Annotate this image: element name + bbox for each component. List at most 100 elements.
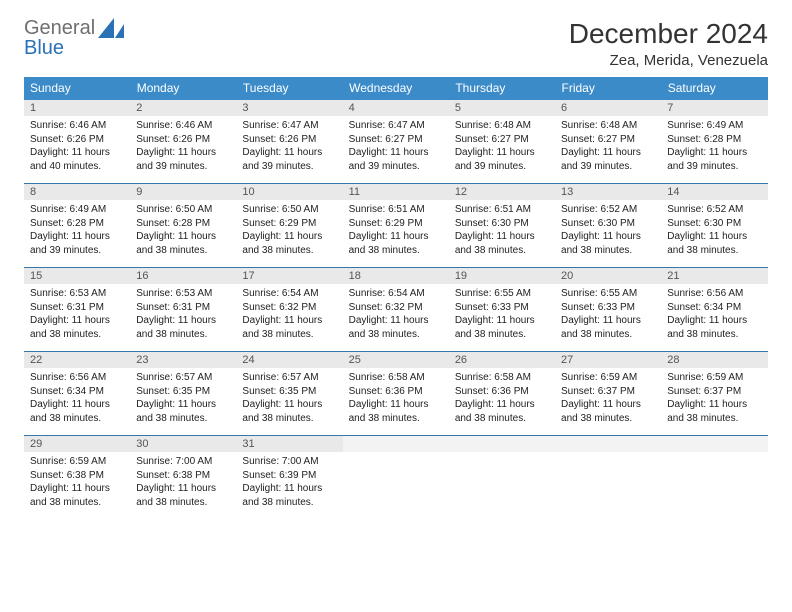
day-number: 30 (130, 435, 236, 452)
day-number: 19 (449, 267, 555, 284)
calendar-day-cell: . (449, 435, 555, 519)
daylight-text: Daylight: 11 hours (561, 230, 655, 244)
daylight-text: Daylight: 11 hours (242, 482, 336, 496)
calendar-day-cell: 10Sunrise: 6:50 AMSunset: 6:29 PMDayligh… (236, 183, 342, 267)
sunset-text: Sunset: 6:37 PM (561, 385, 655, 399)
sunset-text: Sunset: 6:29 PM (242, 217, 336, 231)
daylight-text: Daylight: 11 hours (136, 146, 230, 160)
calendar-week-row: 29Sunrise: 6:59 AMSunset: 6:38 PMDayligh… (24, 435, 768, 519)
sunrise-text: Sunrise: 6:59 AM (30, 455, 124, 469)
daylight-text: Daylight: 11 hours (561, 314, 655, 328)
day-number: 10 (236, 183, 342, 200)
calendar-day-cell: 7Sunrise: 6:49 AMSunset: 6:28 PMDaylight… (661, 99, 767, 183)
sunrise-text: Sunrise: 6:48 AM (561, 119, 655, 133)
day-info: Sunrise: 7:00 AMSunset: 6:39 PMDaylight:… (236, 452, 342, 513)
daylight-text: Daylight: 11 hours (667, 314, 761, 328)
sunset-text: Sunset: 6:38 PM (136, 469, 230, 483)
sunset-text: Sunset: 6:35 PM (242, 385, 336, 399)
daylight-text: and 39 minutes. (136, 160, 230, 174)
day-info: Sunrise: 6:52 AMSunset: 6:30 PMDaylight:… (555, 200, 661, 261)
sunset-text: Sunset: 6:33 PM (455, 301, 549, 315)
day-info: Sunrise: 6:47 AMSunset: 6:26 PMDaylight:… (236, 116, 342, 177)
sunrise-text: Sunrise: 6:50 AM (242, 203, 336, 217)
calendar-table: Sunday Monday Tuesday Wednesday Thursday… (24, 77, 768, 519)
day-info: Sunrise: 7:00 AMSunset: 6:38 PMDaylight:… (130, 452, 236, 513)
calendar-day-cell: 4Sunrise: 6:47 AMSunset: 6:27 PMDaylight… (343, 99, 449, 183)
day-info: Sunrise: 6:50 AMSunset: 6:28 PMDaylight:… (130, 200, 236, 261)
calendar-day-cell: . (555, 435, 661, 519)
calendar-day-cell: 31Sunrise: 7:00 AMSunset: 6:39 PMDayligh… (236, 435, 342, 519)
sunset-text: Sunset: 6:26 PM (30, 133, 124, 147)
sunset-text: Sunset: 6:31 PM (136, 301, 230, 315)
brand-line2: Blue (24, 38, 95, 58)
sunset-text: Sunset: 6:31 PM (30, 301, 124, 315)
sunrise-text: Sunrise: 6:50 AM (136, 203, 230, 217)
sunrise-text: Sunrise: 6:58 AM (455, 371, 549, 385)
day-info: Sunrise: 6:59 AMSunset: 6:38 PMDaylight:… (24, 452, 130, 513)
sunset-text: Sunset: 6:36 PM (349, 385, 443, 399)
calendar-day-cell: 6Sunrise: 6:48 AMSunset: 6:27 PMDaylight… (555, 99, 661, 183)
sunrise-text: Sunrise: 6:55 AM (455, 287, 549, 301)
sunset-text: Sunset: 6:28 PM (30, 217, 124, 231)
calendar-day-cell: 11Sunrise: 6:51 AMSunset: 6:29 PMDayligh… (343, 183, 449, 267)
sunrise-text: Sunrise: 6:58 AM (349, 371, 443, 385)
day-number: 17 (236, 267, 342, 284)
sunrise-text: Sunrise: 6:47 AM (349, 119, 443, 133)
day-info: Sunrise: 6:47 AMSunset: 6:27 PMDaylight:… (343, 116, 449, 177)
calendar-day-cell: 19Sunrise: 6:55 AMSunset: 6:33 PMDayligh… (449, 267, 555, 351)
day-number: 7 (661, 99, 767, 116)
day-info: Sunrise: 6:51 AMSunset: 6:30 PMDaylight:… (449, 200, 555, 261)
sunset-text: Sunset: 6:39 PM (242, 469, 336, 483)
calendar-day-cell: 12Sunrise: 6:51 AMSunset: 6:30 PMDayligh… (449, 183, 555, 267)
sunset-text: Sunset: 6:35 PM (136, 385, 230, 399)
daylight-text: and 39 minutes. (349, 160, 443, 174)
sunset-text: Sunset: 6:27 PM (455, 133, 549, 147)
daylight-text: Daylight: 11 hours (136, 398, 230, 412)
day-info: Sunrise: 6:53 AMSunset: 6:31 PMDaylight:… (130, 284, 236, 345)
calendar-day-cell: 30Sunrise: 7:00 AMSunset: 6:38 PMDayligh… (130, 435, 236, 519)
daylight-text: and 38 minutes. (30, 412, 124, 426)
sail-icon (98, 18, 124, 45)
daylight-text: Daylight: 11 hours (349, 230, 443, 244)
daylight-text: Daylight: 11 hours (242, 314, 336, 328)
daylight-text: and 38 minutes. (667, 412, 761, 426)
day-number: 16 (130, 267, 236, 284)
sunrise-text: Sunrise: 6:56 AM (667, 287, 761, 301)
weekday-header: Thursday (449, 77, 555, 99)
sunset-text: Sunset: 6:33 PM (561, 301, 655, 315)
daylight-text: and 38 minutes. (561, 244, 655, 258)
daylight-text: and 38 minutes. (242, 412, 336, 426)
sunrise-text: Sunrise: 6:53 AM (136, 287, 230, 301)
daylight-text: and 38 minutes. (136, 244, 230, 258)
sunrise-text: Sunrise: 6:59 AM (561, 371, 655, 385)
sunrise-text: Sunrise: 6:52 AM (561, 203, 655, 217)
daylight-text: Daylight: 11 hours (455, 146, 549, 160)
calendar-day-cell: 16Sunrise: 6:53 AMSunset: 6:31 PMDayligh… (130, 267, 236, 351)
sunrise-text: Sunrise: 6:49 AM (667, 119, 761, 133)
daylight-text: and 40 minutes. (30, 160, 124, 174)
daylight-text: and 38 minutes. (455, 412, 549, 426)
daylight-text: Daylight: 11 hours (136, 314, 230, 328)
sunrise-text: Sunrise: 6:55 AM (561, 287, 655, 301)
daylight-text: Daylight: 11 hours (30, 230, 124, 244)
calendar-day-cell: 23Sunrise: 6:57 AMSunset: 6:35 PMDayligh… (130, 351, 236, 435)
day-number: 5 (449, 99, 555, 116)
daylight-text: and 38 minutes. (136, 412, 230, 426)
daylight-text: and 38 minutes. (349, 244, 443, 258)
day-number: 25 (343, 351, 449, 368)
day-number: 24 (236, 351, 342, 368)
sunset-text: Sunset: 6:28 PM (136, 217, 230, 231)
sunrise-text: Sunrise: 6:52 AM (667, 203, 761, 217)
sunset-text: Sunset: 6:32 PM (242, 301, 336, 315)
calendar-week-row: 1Sunrise: 6:46 AMSunset: 6:26 PMDaylight… (24, 99, 768, 183)
sunrise-text: Sunrise: 6:51 AM (349, 203, 443, 217)
day-number: 21 (661, 267, 767, 284)
day-number: . (449, 435, 555, 452)
day-number: 12 (449, 183, 555, 200)
daylight-text: and 38 minutes. (242, 328, 336, 342)
day-number: 11 (343, 183, 449, 200)
calendar-day-cell: . (343, 435, 449, 519)
daylight-text: and 38 minutes. (30, 496, 124, 510)
sunset-text: Sunset: 6:38 PM (30, 469, 124, 483)
sunrise-text: Sunrise: 6:46 AM (30, 119, 124, 133)
